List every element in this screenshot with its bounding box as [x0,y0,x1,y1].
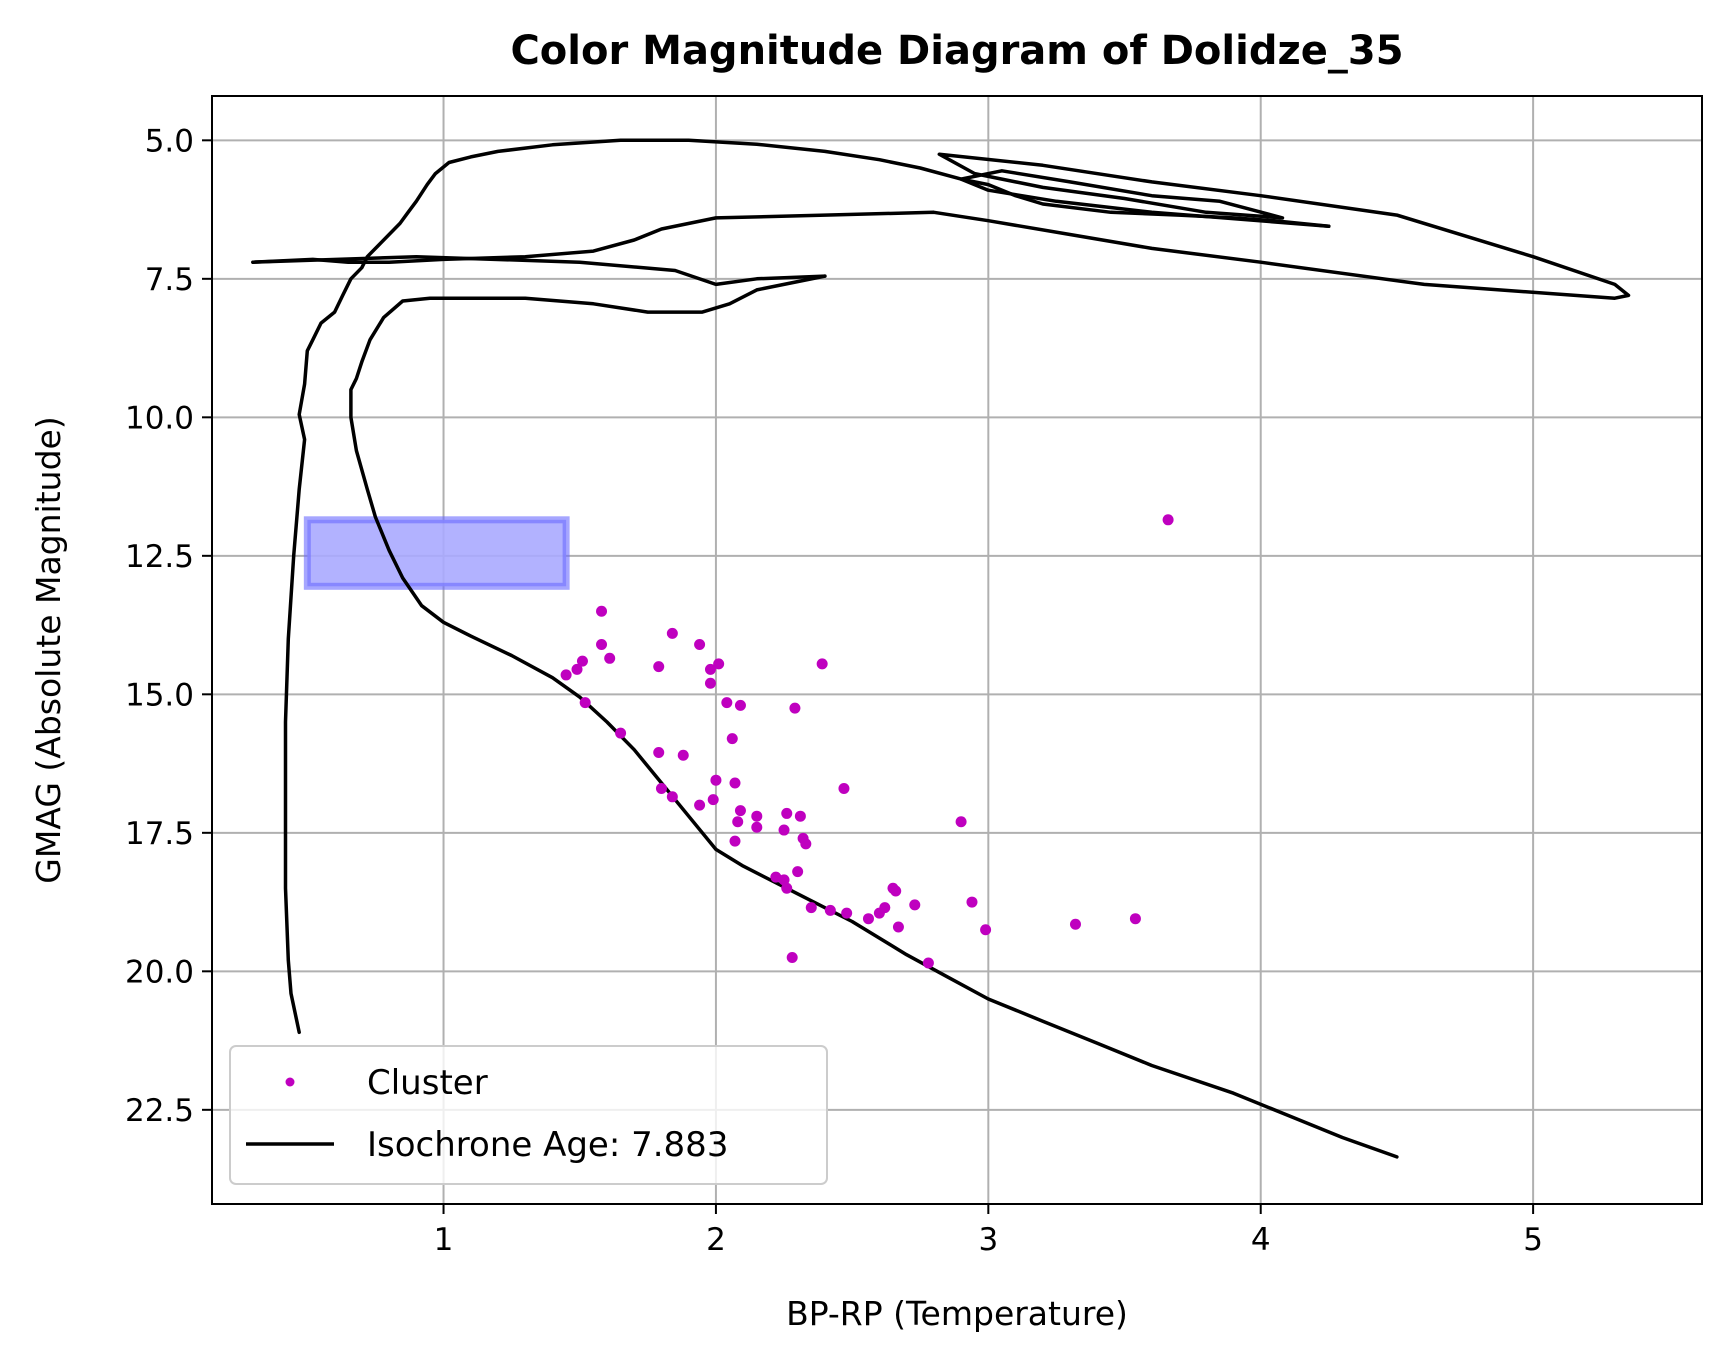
y-tick-label: 10.0 [125,400,194,436]
cluster-point [666,627,678,639]
y-tick-label: 12.5 [125,539,194,575]
x-tick-label: 1 [434,1222,454,1258]
cluster-point [751,810,763,822]
cluster-point [677,749,689,761]
cluster-point [781,807,793,819]
cluster-point [909,899,921,911]
cluster-point [732,816,744,828]
cluster-point [694,638,706,650]
cluster-point [794,810,806,822]
isochrone-line [251,254,827,287]
cluster-point [879,902,891,914]
cluster-point [980,924,992,936]
x-tick-label: 4 [1251,1222,1271,1258]
legend-frame [229,1045,828,1185]
isochrone-line [251,152,1631,300]
cluster-point [596,638,608,650]
cluster-point [710,774,722,786]
cluster-point [729,777,741,789]
chart-title: Color Magnitude Diagram of Dolidze_35 [510,28,1403,74]
cluster-point [560,669,572,681]
cluster-point [751,821,763,833]
cluster-point [666,791,678,803]
y-axis-label: GMAG (Absolute Magnitude) [29,416,68,883]
cluster-points-layer [560,514,1174,969]
legend-isochrone-label: Isochrone Age: 7.883 [367,1125,728,1165]
x-tick-label: 5 [1523,1222,1543,1258]
cluster-point [579,697,591,709]
cluster-point [890,885,902,897]
cluster-point [729,835,741,847]
cluster-point [694,799,706,811]
cluster-point [781,882,793,894]
cluster-point [805,902,817,914]
cluster-point [734,699,746,711]
cluster-point [707,794,719,806]
y-tick-label: 7.5 [145,262,194,298]
cluster-point [789,702,801,714]
cluster-point [966,896,978,908]
cluster-point [824,904,836,916]
y-tick-label: 15.0 [125,677,194,713]
cluster-point [576,655,588,667]
x-axis-label: BP-RP (Temperature) [786,1294,1128,1333]
cluster-point [704,677,716,689]
isochrone-line [283,138,1331,1035]
y-axis-ticks: 5.0 7.5 10.0 12.5 15.0 17.5 20.0 22.5 [125,123,212,1129]
cluster-point [653,661,665,673]
x-tick-label: 3 [978,1222,998,1258]
cluster-point [841,907,853,919]
legend: Cluster Isochrone Age: 7.883 [229,1045,828,1185]
cluster-point [955,816,967,828]
highlight-box [303,516,570,590]
cluster-point [862,913,874,925]
cluster-point [655,783,667,794]
cluster-point [1129,913,1141,925]
cluster-point [713,658,725,670]
cluster-point [778,824,790,836]
cluster-point [571,663,583,675]
cluster-point [800,838,812,850]
cluster-point [892,921,904,933]
cluster-point [604,652,616,664]
y-tick-label: 17.5 [125,816,194,852]
isochrone-line [349,274,1399,1159]
cluster-point [734,805,746,817]
cluster-point [1069,918,1081,930]
legend-cluster-label: Cluster [367,1063,488,1103]
y-tick-label: 22.5 [125,1093,194,1129]
cluster-point [778,874,790,886]
cluster-point [721,697,733,709]
cluster-point [653,746,665,758]
plot-frame [211,95,1703,1205]
isochrone-layer [251,138,1631,1159]
cluster-point [922,957,934,969]
cluster-point [786,951,798,963]
cluster-point [726,733,738,745]
highlight-box-layer [303,516,570,590]
cluster-point [704,663,716,675]
cluster-point [792,866,804,878]
x-axis-ticks: 1 2 3 4 5 [434,1204,1543,1258]
cluster-point [596,605,608,617]
cluster-point [838,783,850,794]
y-tick-label: 20.0 [125,954,194,990]
legend-cluster-marker [285,1077,295,1087]
cluster-point [1162,514,1174,526]
x-tick-label: 2 [706,1222,726,1258]
cluster-point [816,658,828,670]
y-tick-label: 5.0 [145,123,194,159]
cluster-point [615,727,627,739]
